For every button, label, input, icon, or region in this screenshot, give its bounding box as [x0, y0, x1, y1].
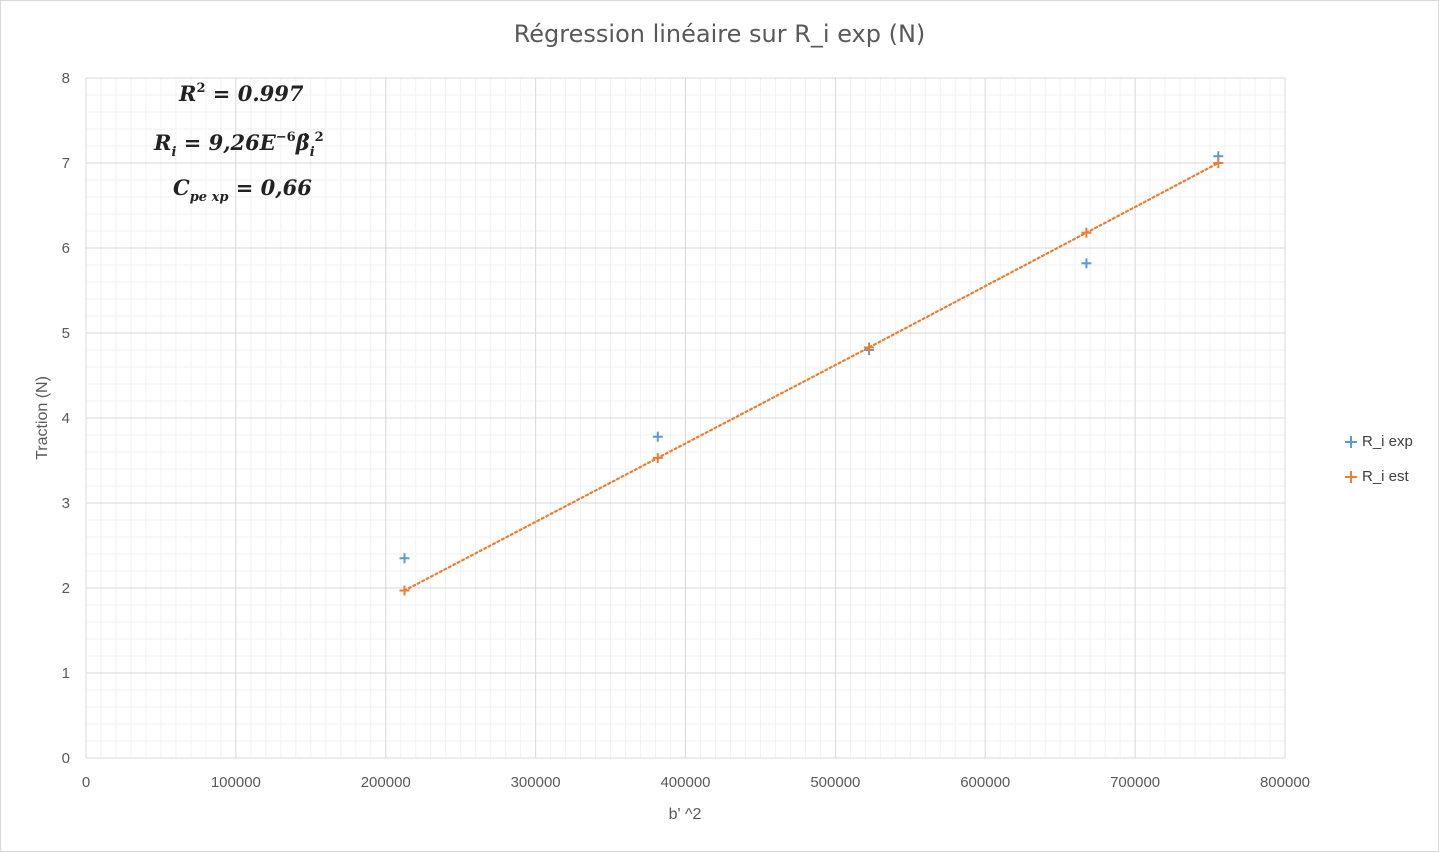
model-equation-annotation: Ri = 9,26E−6β̇i2: [154, 130, 324, 160]
data-point-est: [399, 585, 410, 596]
trendline-layer: [403, 161, 1220, 592]
r-squared-annotation: R2 = 0.997: [179, 81, 304, 106]
legend-item-exp[interactable]: R_i exp: [1344, 424, 1413, 459]
x-tick-label: 400000: [660, 774, 710, 791]
x-axis-label: b' ^2: [669, 806, 702, 823]
points-layer: [399, 151, 1224, 596]
trendline: [403, 161, 1220, 592]
legend-item-est[interactable]: R_i est: [1344, 459, 1413, 494]
x-tick-label: 800000: [1260, 774, 1310, 791]
y-axis-label: Traction (N): [34, 376, 51, 460]
chart-title: Régression linéaire sur R_i exp (N): [513, 20, 926, 48]
data-point-exp: [399, 553, 410, 564]
legend: R_i exp R_i est: [1344, 424, 1413, 494]
plus-marker-icon: [1344, 435, 1358, 449]
x-tick-label: 600000: [960, 774, 1010, 791]
legend-label-est: R_i est: [1362, 468, 1409, 485]
plus-marker-icon: [1344, 470, 1358, 484]
y-tick-label: 6: [62, 240, 70, 257]
data-point-est: [652, 452, 663, 463]
data-point-est: [1081, 227, 1092, 238]
data-point-exp: [652, 431, 663, 442]
y-tick-label: 0: [62, 750, 70, 767]
y-tick-labels: 0 1 2 3 4 5 6 7 8: [62, 70, 70, 767]
x-tick-label: 500000: [810, 774, 860, 791]
y-tick-label: 7: [62, 155, 70, 172]
y-tick-label: 8: [62, 70, 70, 87]
data-point-est: [864, 342, 875, 353]
x-tick-labels: 0 100000 200000 300000 400000 500000 600000 700…: [82, 774, 1310, 791]
x-tick-label: 200000: [361, 774, 411, 791]
cp-annotation: Cpe xp = 0,66: [173, 175, 312, 205]
y-tick-label: 4: [62, 410, 70, 427]
y-tick-label: 2: [62, 580, 70, 597]
data-point-est: [1213, 158, 1224, 168]
data-point-exp: [1081, 258, 1092, 269]
x-tick-label: 300000: [511, 774, 561, 791]
legend-label-exp: R_i exp: [1362, 433, 1413, 450]
y-tick-label: 1: [62, 665, 70, 682]
x-tick-label: 700000: [1110, 774, 1160, 791]
x-tick-label: 0: [82, 774, 90, 791]
major-grid: [85, 77, 1286, 759]
y-tick-label: 3: [62, 495, 70, 512]
y-tick-label: 5: [62, 325, 70, 342]
x-tick-label: 100000: [211, 774, 261, 791]
